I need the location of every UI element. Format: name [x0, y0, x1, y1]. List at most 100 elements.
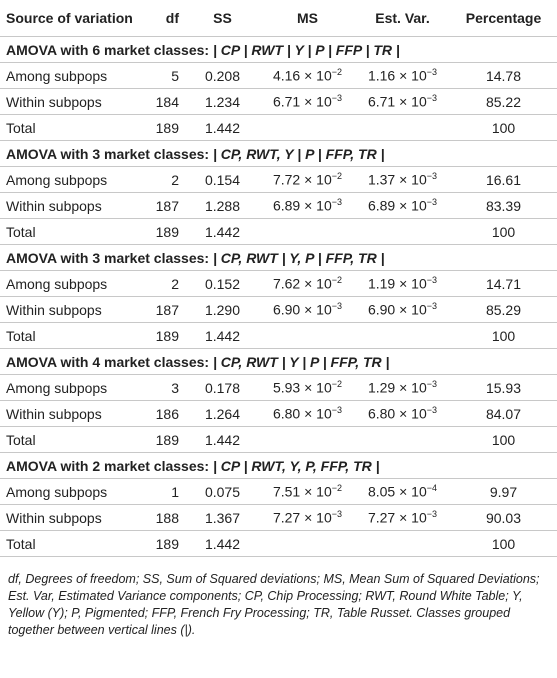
heading-groups: | CP | RWT, Y, P, FFP, TR | [212, 457, 380, 474]
sci-exponent: −2 [331, 483, 343, 494]
percentage-cell: 9.97 [450, 478, 557, 505]
sci-exponent: −2 [331, 67, 343, 78]
sci-base: 6.80 × 10 [367, 405, 427, 422]
source-cell: Among subpops [0, 62, 140, 89]
df-cell: 187 [140, 296, 185, 323]
section-row: AMOVA with 6 market classes: | CP | RWT … [0, 36, 557, 63]
source-cell: Total [0, 218, 140, 245]
sci-base: 6.90 × 10 [272, 301, 332, 318]
sci-exponent: −4 [426, 483, 438, 494]
ms-cell [260, 530, 355, 557]
ms-cell: 6.80 × 10−3 [260, 400, 355, 427]
sci-exponent: −3 [331, 405, 343, 416]
sci-base: 7.51 × 10 [272, 483, 332, 500]
section-heading: AMOVA with 3 market classes: | CP, RWT |… [0, 244, 557, 271]
est-var-cell [355, 114, 450, 141]
source-cell: Within subpops [0, 192, 140, 219]
table-header: Source of variation df SS MS Est. Var. P… [0, 0, 557, 37]
ss-cell: 0.152 [185, 270, 260, 297]
percentage-cell: 15.93 [450, 374, 557, 401]
ms-cell [260, 114, 355, 141]
percentage-cell: 85.29 [450, 296, 557, 323]
ss-cell: 0.154 [185, 166, 260, 193]
data-row: Among subpops 1 0.075 7.51 × 10−2 8.05 × 10−… [0, 478, 557, 505]
df-cell: 186 [140, 400, 185, 427]
ss-cell: 0.208 [185, 62, 260, 89]
percentage-cell: 100 [450, 218, 557, 245]
header-cell: df [140, 0, 185, 37]
df-cell: 187 [140, 192, 185, 219]
ss-cell: 1.264 [185, 400, 260, 427]
heading-text: AMOVA with 2 market classes: [6, 457, 210, 474]
ms-cell: 6.71 × 10−3 [260, 88, 355, 115]
source-cell: Total [0, 426, 140, 453]
sci-exponent: −3 [331, 197, 343, 208]
sci-base: 7.27 × 10 [272, 509, 332, 526]
ss-cell: 1.288 [185, 192, 260, 219]
est-var-cell: 6.71 × 10−3 [355, 88, 450, 115]
df-cell: 2 [140, 166, 185, 193]
source-cell: Within subpops [0, 296, 140, 323]
percentage-cell: 16.61 [450, 166, 557, 193]
df-cell: 189 [140, 114, 185, 141]
sci-base: 6.80 × 10 [272, 405, 332, 422]
est-var-cell: 7.27 × 10−3 [355, 504, 450, 531]
sci-base: 6.90 × 10 [367, 301, 427, 318]
section-row: AMOVA with 3 market classes: | CP, RWT, … [0, 140, 557, 167]
ms-cell: 7.72 × 10−2 [260, 166, 355, 193]
data-row: Total 189 1.442 100 [0, 114, 557, 141]
header-cell: SS [185, 0, 260, 37]
df-cell: 5 [140, 62, 185, 89]
df-cell: 189 [140, 530, 185, 557]
sci-exponent: −3 [331, 509, 343, 520]
est-var-cell [355, 530, 450, 557]
sci-base: 6.71 × 10 [272, 93, 332, 110]
est-var-cell [355, 322, 450, 349]
est-var-cell: 1.16 × 10−3 [355, 62, 450, 89]
source-cell: Among subpops [0, 166, 140, 193]
heading-text: AMOVA with 4 market classes: [6, 353, 210, 370]
df-cell: 189 [140, 218, 185, 245]
df-cell: 3 [140, 374, 185, 401]
ms-cell: 5.93 × 10−2 [260, 374, 355, 401]
sci-base: 1.19 × 10 [367, 275, 427, 292]
df-cell: 184 [140, 88, 185, 115]
ms-cell: 6.90 × 10−3 [260, 296, 355, 323]
amova-table: Source of variation df SS MS Est. Var. P… [0, 0, 557, 557]
sci-exponent: −3 [426, 93, 438, 104]
percentage-cell: 85.22 [450, 88, 557, 115]
percentage-cell: 84.07 [450, 400, 557, 427]
data-row: Among subpops 2 0.152 7.62 × 10−2 1.19 × 10−… [0, 270, 557, 297]
percentage-cell: 100 [450, 426, 557, 453]
source-cell: Among subpops [0, 478, 140, 505]
sci-exponent: −3 [331, 93, 343, 104]
ss-cell: 1.234 [185, 88, 260, 115]
est-var-cell: 6.90 × 10−3 [355, 296, 450, 323]
ss-cell: 1.442 [185, 218, 260, 245]
data-row: Total 189 1.442 100 [0, 322, 557, 349]
sci-exponent: −3 [426, 405, 438, 416]
data-row: Within subpops 186 1.264 6.80 × 10−3 6.80 × … [0, 400, 557, 427]
est-var-cell [355, 426, 450, 453]
header-cell: Source of variation [0, 0, 140, 37]
section-row: AMOVA with 2 market classes: | CP | RWT,… [0, 452, 557, 479]
header-cell: Percentage [450, 0, 557, 37]
sci-base: 1.29 × 10 [367, 379, 427, 396]
percentage-cell: 90.03 [450, 504, 557, 531]
sci-exponent: −3 [426, 275, 438, 286]
sci-base: 6.89 × 10 [367, 197, 427, 214]
percentage-cell: 14.71 [450, 270, 557, 297]
sci-base: 5.93 × 10 [272, 379, 332, 396]
df-cell: 2 [140, 270, 185, 297]
section-heading: AMOVA with 4 market classes: | CP, RWT |… [0, 348, 557, 375]
est-var-cell: 6.80 × 10−3 [355, 400, 450, 427]
data-row: Total 189 1.442 100 [0, 530, 557, 557]
percentage-cell: 83.39 [450, 192, 557, 219]
ss-cell: 1.442 [185, 322, 260, 349]
heading-groups: | CP, RWT | Y, P | FFP, TR | [212, 249, 385, 266]
ss-cell: 1.442 [185, 114, 260, 141]
data-row: Among subpops 3 0.178 5.93 × 10−2 1.29 × 10−… [0, 374, 557, 401]
source-cell: Total [0, 322, 140, 349]
heading-groups: | CP, RWT, Y | P | FFP, TR | [212, 145, 385, 162]
